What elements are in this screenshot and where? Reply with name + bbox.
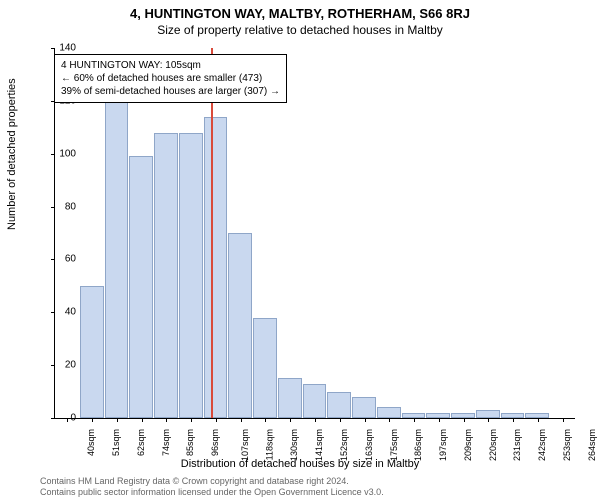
x-tick-label: 197sqm [438, 429, 448, 461]
annotation-box: 4 HUNTINGTON WAY: 105sqm← 60% of detache… [54, 54, 287, 103]
histogram-bar [228, 233, 252, 418]
y-tick-label: 80 [46, 201, 76, 212]
x-tick-label: 264sqm [587, 429, 597, 461]
x-tick-label: 96sqm [210, 429, 220, 456]
x-tick-mark [513, 418, 514, 422]
x-tick-mark [365, 418, 366, 422]
x-tick-label: 141sqm [314, 429, 324, 461]
x-tick-label: 220sqm [488, 429, 498, 461]
x-tick-label: 152sqm [339, 429, 349, 461]
x-tick-mark [439, 418, 440, 422]
x-tick-label: 253sqm [562, 429, 572, 461]
x-tick-mark [241, 418, 242, 422]
histogram-bar [327, 392, 351, 418]
x-tick-mark [464, 418, 465, 422]
x-tick-label: 242sqm [537, 429, 547, 461]
x-tick-label: 231sqm [512, 429, 522, 461]
x-tick-label: 186sqm [413, 429, 423, 461]
x-tick-label: 51sqm [111, 429, 121, 456]
x-tick-mark [265, 418, 266, 422]
x-tick-mark [216, 418, 217, 422]
x-tick-label: 175sqm [389, 429, 399, 461]
x-tick-mark [142, 418, 143, 422]
y-tick-label: 60 [46, 254, 76, 265]
y-tick-label: 0 [46, 413, 76, 424]
histogram-bar [476, 410, 500, 418]
x-tick-mark [166, 418, 167, 422]
reference-line [211, 48, 213, 418]
x-tick-mark [92, 418, 93, 422]
histogram-bar [105, 101, 129, 418]
attribution-text: Contains HM Land Registry data © Crown c… [40, 476, 384, 498]
histogram-bar [179, 133, 203, 418]
x-tick-label: 40sqm [86, 429, 96, 456]
x-tick-label: 209sqm [463, 429, 473, 461]
histogram-bar [129, 156, 153, 418]
y-tick-label: 100 [46, 148, 76, 159]
x-tick-label: 163sqm [364, 429, 374, 461]
histogram-bar [80, 286, 104, 418]
y-tick-label: 40 [46, 307, 76, 318]
histogram-bar [204, 117, 228, 418]
x-tick-mark [290, 418, 291, 422]
x-tick-mark [191, 418, 192, 422]
x-tick-label: 107sqm [240, 429, 250, 461]
y-tick-label: 140 [46, 43, 76, 54]
x-tick-label: 130sqm [290, 429, 300, 461]
x-tick-label: 118sqm [264, 429, 274, 460]
attribution-line: Contains HM Land Registry data © Crown c… [40, 476, 384, 487]
histogram-bar [154, 133, 178, 418]
page-title: 4, HUNTINGTON WAY, MALTBY, ROTHERHAM, S6… [0, 0, 600, 21]
attribution-line: Contains public sector information licen… [40, 487, 384, 498]
y-axis-label: Number of detached properties [6, 78, 18, 230]
histogram-bar [377, 407, 401, 418]
x-tick-label: 74sqm [161, 429, 171, 456]
histogram-bar [253, 318, 277, 418]
x-axis-label: Distribution of detached houses by size … [0, 458, 600, 470]
x-tick-mark [389, 418, 390, 422]
x-tick-label: 62sqm [136, 429, 146, 456]
x-tick-mark [315, 418, 316, 422]
page-subtitle: Size of property relative to detached ho… [0, 21, 600, 37]
x-tick-mark [488, 418, 489, 422]
x-tick-mark [414, 418, 415, 422]
annotation-line: 4 HUNTINGTON WAY: 105sqm [61, 59, 280, 72]
chart-plot-area [54, 48, 575, 419]
x-tick-mark [538, 418, 539, 422]
x-tick-label: 85sqm [185, 429, 195, 456]
histogram-bar [352, 397, 376, 418]
x-tick-mark [563, 418, 564, 422]
y-tick-label: 20 [46, 360, 76, 371]
x-tick-mark [117, 418, 118, 422]
annotation-line: 39% of semi-detached houses are larger (… [61, 85, 280, 98]
x-tick-mark [340, 418, 341, 422]
histogram-bar [303, 384, 327, 418]
histogram-bar [278, 378, 302, 418]
annotation-line: ← 60% of detached houses are smaller (47… [61, 72, 280, 85]
